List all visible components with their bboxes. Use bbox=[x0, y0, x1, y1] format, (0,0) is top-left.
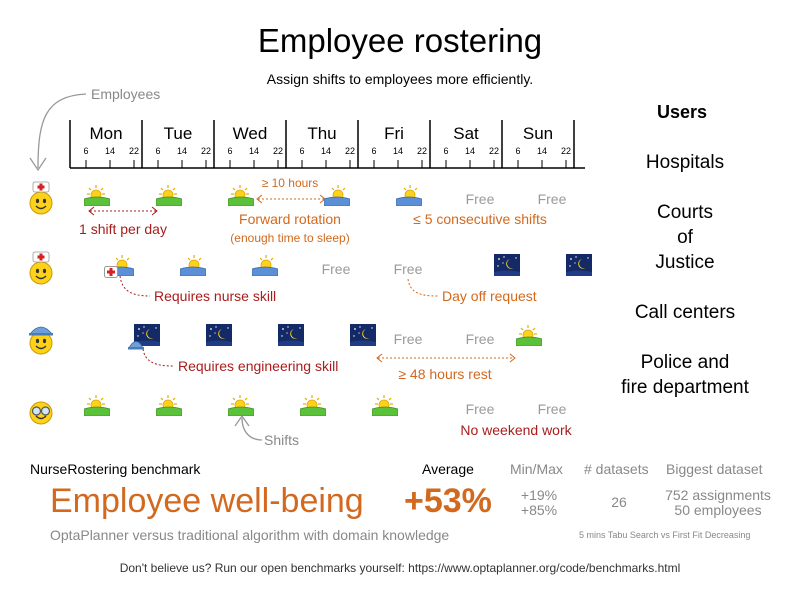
no-weekend-constraint: No weekend work bbox=[460, 422, 572, 438]
free-label: Free bbox=[537, 401, 567, 417]
night-shift-icon bbox=[206, 324, 232, 346]
day-mon: Mon bbox=[89, 124, 123, 143]
hour-label: 14 bbox=[392, 146, 403, 156]
users-title: Users bbox=[657, 102, 708, 122]
user-call-centers: Call centers bbox=[634, 302, 736, 323]
night-shift-icon bbox=[278, 324, 304, 346]
benchmark-headline: Employee well-being bbox=[50, 482, 364, 520]
day-thu: Thu bbox=[307, 124, 337, 143]
minmax-label: Min/Max bbox=[510, 461, 563, 477]
average-label: Average bbox=[422, 461, 474, 477]
hour-label: 22 bbox=[128, 146, 139, 156]
hour-label: 22 bbox=[200, 146, 211, 156]
day-shift-icon bbox=[156, 184, 182, 206]
day-shift-icon bbox=[300, 394, 326, 416]
free-label: Free bbox=[465, 331, 495, 347]
day-shift-icon bbox=[228, 394, 254, 416]
footer-text: Don't believe us? Run our open benchmark… bbox=[119, 561, 681, 575]
user-police-fire: Police and fire department bbox=[621, 352, 749, 398]
nurse-cap-icon bbox=[104, 266, 118, 278]
datasets-label: # datasets bbox=[584, 461, 649, 477]
nurse-face-icon bbox=[29, 181, 53, 215]
evening-shift-icon bbox=[252, 254, 278, 276]
consecutive-constraint: ≤ 5 consecutive shifts bbox=[413, 211, 547, 227]
benchmark-min: +19% bbox=[520, 487, 558, 503]
free-label: Free bbox=[393, 261, 423, 277]
biggest-assignments: 752 assignments bbox=[665, 487, 771, 503]
page-title: Employee rostering bbox=[257, 22, 543, 59]
evening-shift-icon bbox=[396, 184, 422, 206]
hour-label: 14 bbox=[176, 146, 187, 156]
engineer-helmet-icon bbox=[128, 341, 144, 350]
nurse-face-icon bbox=[29, 251, 53, 285]
engineer-face-icon bbox=[29, 326, 53, 355]
user-hospitals: Hospitals bbox=[645, 152, 725, 173]
hour-label: 6 bbox=[155, 146, 161, 156]
free-label: Free bbox=[537, 191, 567, 207]
night-shift-icon bbox=[350, 324, 376, 346]
hour-label: 6 bbox=[443, 146, 449, 156]
free-label: Free bbox=[465, 191, 495, 207]
day-off-constraint: Day off request bbox=[442, 288, 537, 304]
day-sat: Sat bbox=[453, 124, 479, 143]
free-label: Free bbox=[393, 331, 423, 347]
employees-label: Employees bbox=[91, 86, 161, 102]
benchmark-max: +85% bbox=[520, 502, 558, 518]
hour-label: 22 bbox=[272, 146, 283, 156]
hour-label: 22 bbox=[416, 146, 427, 156]
evening-shift-icon bbox=[180, 254, 206, 276]
hour-label: 14 bbox=[104, 146, 115, 156]
hour-label: 22 bbox=[560, 146, 571, 156]
hour-label: 6 bbox=[371, 146, 377, 156]
biggest-employees: 50 employees bbox=[674, 502, 762, 518]
biggest-dataset-label: Biggest dataset bbox=[666, 461, 763, 477]
free-label: Free bbox=[465, 401, 495, 417]
hour-label: 6 bbox=[515, 146, 521, 156]
forward-rotation-constraint: Forward rotation bbox=[239, 211, 341, 227]
hour-label: 22 bbox=[488, 146, 499, 156]
day-shift-icon bbox=[84, 184, 110, 206]
hour-label: 14 bbox=[320, 146, 331, 156]
one-shift-constraint: 1 shift per day bbox=[79, 221, 167, 237]
benchmark-average: +53% bbox=[404, 482, 492, 520]
benchmark-method: 5 mins Tabu Search vs First Fit Decreasi… bbox=[579, 530, 751, 540]
day-tue: Tue bbox=[163, 124, 193, 143]
day-sun: Sun bbox=[522, 124, 554, 143]
engineering-skill-constraint: Requires engineering skill bbox=[178, 358, 339, 374]
sleep-note: (enough time to sleep) bbox=[230, 231, 350, 245]
benchmark-comparison: OptaPlanner versus traditional algorithm… bbox=[50, 527, 450, 543]
nurse-skill-constraint: Requires nurse skill bbox=[154, 288, 277, 304]
benchmark-label: NurseRostering benchmark bbox=[30, 461, 201, 477]
ten-hours-constraint: ≥ 10 hours bbox=[261, 176, 319, 190]
day-shift-icon bbox=[84, 394, 110, 416]
day-fri: Fri bbox=[384, 124, 404, 143]
hour-label: 6 bbox=[227, 146, 233, 156]
hour-label: 22 bbox=[344, 146, 355, 156]
day-shift-icon bbox=[516, 324, 542, 346]
day-shift-icon bbox=[156, 394, 182, 416]
hour-label: 14 bbox=[536, 146, 547, 156]
glasses-face-icon bbox=[29, 401, 53, 425]
rest-constraint: ≥ 48 hours rest bbox=[398, 366, 492, 382]
day-shift-icon bbox=[372, 394, 398, 416]
hour-label: 6 bbox=[83, 146, 89, 156]
night-shift-icon bbox=[494, 254, 520, 276]
hour-label: 6 bbox=[299, 146, 305, 156]
user-courts: Courts of Justice bbox=[655, 202, 715, 273]
benchmark-datasets: 26 bbox=[611, 494, 627, 510]
day-wed: Wed bbox=[232, 124, 268, 143]
page-subtitle: Assign shifts to employees more efficien… bbox=[266, 71, 534, 87]
free-label: Free bbox=[321, 261, 351, 277]
hour-label: 14 bbox=[248, 146, 259, 156]
shifts-label: Shifts bbox=[264, 432, 300, 448]
hour-label: 14 bbox=[464, 146, 475, 156]
